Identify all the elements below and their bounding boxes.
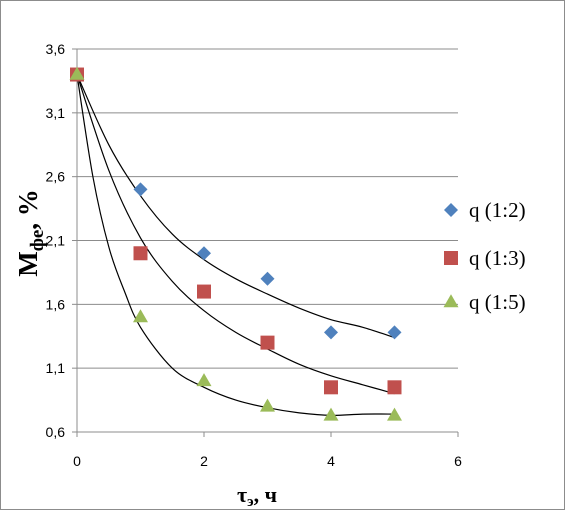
gridlines: [77, 48, 458, 369]
data-point: [387, 325, 402, 340]
data-point: [133, 182, 148, 197]
data-point: [260, 271, 275, 286]
x-tick-label: 6: [454, 453, 462, 469]
y-axis-title: Mфе, %: [13, 189, 48, 277]
y-tick-label: 1,6: [46, 296, 66, 312]
data-point: [69, 66, 85, 80]
data-point: [324, 325, 338, 340]
legend-label: q (1:3): [469, 246, 526, 270]
data-point: [324, 380, 338, 395]
trendline: [76, 74, 395, 395]
legend-marker: [443, 294, 459, 308]
y-tick-label: 1,1: [46, 360, 66, 376]
x-tick-label: 2: [200, 453, 208, 469]
y-tick-label: 3,6: [46, 41, 66, 57]
data-point: [387, 380, 402, 395]
data-point: [260, 335, 275, 350]
data-point: [197, 284, 211, 299]
x-axis-title: τэ, ч: [237, 482, 277, 509]
y-tick-label: 3,1: [46, 105, 66, 121]
legend: q (1:2) q (1:3) q (1:5): [443, 198, 526, 314]
data-point: [197, 246, 211, 261]
data-markers: [69, 66, 402, 421]
y-tick-label: 2,6: [46, 169, 66, 185]
x-tick-label: 4: [327, 453, 335, 469]
data-point: [323, 407, 339, 421]
data-point: [133, 246, 148, 261]
legend-label: q (1:2): [469, 198, 526, 222]
data-point: [260, 398, 275, 412]
legend-label: q (1:5): [469, 290, 526, 314]
legend-marker: [444, 251, 458, 265]
trendline: [76, 74, 395, 339]
data-point: [196, 373, 212, 387]
legend-marker: [444, 203, 458, 217]
data-point: [387, 407, 402, 421]
trendline: [76, 74, 395, 417]
tick-labels: 0,6 1,1 1,6 2,1 2,6 3,1 3,6 0 2 4 6: [46, 41, 463, 469]
y-tick-label: 2,1: [46, 233, 66, 249]
axes: [72, 48, 459, 437]
trendlines: [76, 74, 395, 417]
x-tick-label: 0: [73, 453, 81, 469]
y-tick-label: 0,6: [46, 424, 66, 440]
data-point: [133, 309, 148, 323]
